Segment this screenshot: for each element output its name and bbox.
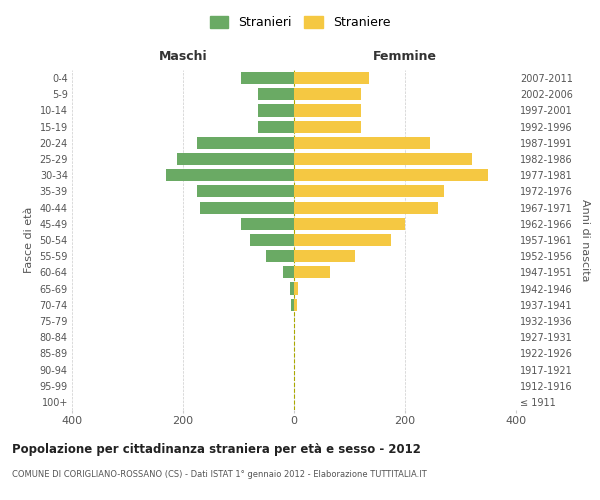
Bar <box>294 282 298 294</box>
Bar <box>197 137 294 149</box>
Bar <box>294 72 369 84</box>
Bar <box>294 153 472 165</box>
Bar <box>294 234 391 246</box>
Bar <box>241 72 294 84</box>
Text: Popolazione per cittadinanza straniera per età e sesso - 2012: Popolazione per cittadinanza straniera p… <box>12 442 421 456</box>
Text: COMUNE DI CORIGLIANO-ROSSANO (CS) - Dati ISTAT 1° gennaio 2012 - Elaborazione TU: COMUNE DI CORIGLIANO-ROSSANO (CS) - Dati… <box>12 470 427 479</box>
Bar <box>178 153 294 165</box>
Bar <box>291 298 294 311</box>
Bar <box>294 104 361 117</box>
Bar <box>294 266 330 278</box>
Bar <box>294 218 405 230</box>
Bar <box>166 169 294 181</box>
Bar <box>258 88 294 101</box>
Bar <box>294 202 439 213</box>
Bar <box>294 250 355 262</box>
Bar <box>294 120 361 132</box>
Text: Maschi: Maschi <box>158 50 208 63</box>
Bar <box>294 169 488 181</box>
Bar <box>294 137 430 149</box>
Y-axis label: Fasce di età: Fasce di età <box>24 207 34 273</box>
Bar <box>294 88 361 101</box>
Bar <box>266 250 294 262</box>
Bar <box>258 104 294 117</box>
Bar <box>250 234 294 246</box>
Bar <box>241 218 294 230</box>
Bar <box>290 282 294 294</box>
Bar <box>294 186 444 198</box>
Y-axis label: Anni di nascita: Anni di nascita <box>580 198 590 281</box>
Bar <box>197 186 294 198</box>
Bar <box>283 266 294 278</box>
Legend: Stranieri, Straniere: Stranieri, Straniere <box>205 11 395 34</box>
Text: Femmine: Femmine <box>373 50 437 63</box>
Bar <box>258 120 294 132</box>
Bar <box>294 298 297 311</box>
Bar <box>200 202 294 213</box>
